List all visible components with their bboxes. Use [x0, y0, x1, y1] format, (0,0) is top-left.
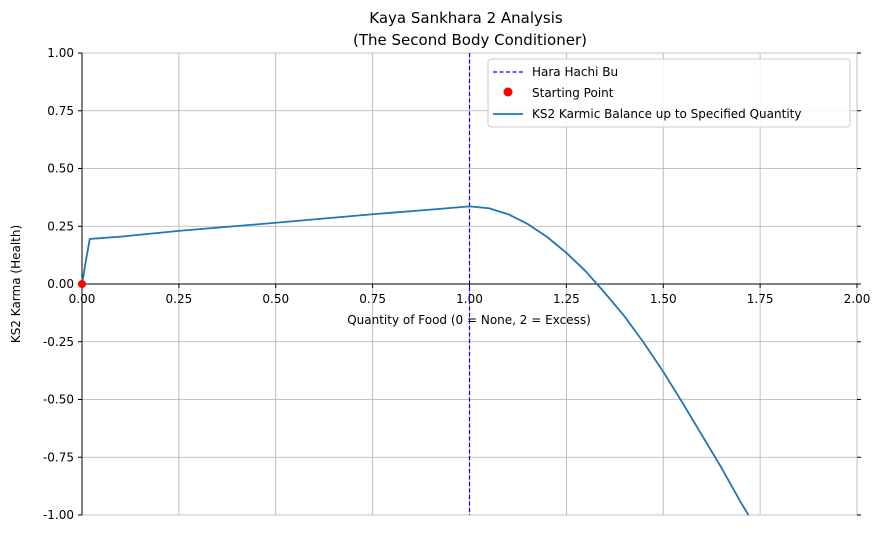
y-tick-label: 0.25	[47, 219, 74, 233]
starting-point-marker	[78, 280, 86, 288]
x-tick-label: 1.50	[650, 292, 677, 306]
legend-label-starting-point: Starting Point	[532, 86, 614, 100]
x-tick-label: 2.00	[844, 292, 871, 306]
y-tick-label: 1.00	[47, 46, 74, 60]
data-marks	[78, 53, 750, 516]
x-tick-label: 0.25	[166, 292, 193, 306]
legend-swatch-starting-point	[503, 87, 513, 97]
legend: Hara Hachi Bu Starting Point KS2 Karmic …	[487, 58, 851, 128]
y-tick-label: -0.50	[43, 393, 74, 407]
legend-box	[487, 58, 851, 128]
x-tick-label: 0.50	[262, 292, 289, 306]
x-tick-label: 0.75	[359, 292, 386, 306]
axis-ticks: 0.00 0.25 0.50 0.75 1.00 1.25 1.50 1.75 2.00 1.00…	[43, 46, 870, 522]
y-tick-label: -0.75	[43, 450, 74, 464]
ks2-balance-line	[81, 205, 750, 516]
legend-label-ks2-balance: KS2 Karmic Balance up to Specified Quant…	[532, 107, 801, 121]
y-tick-label: -0.25	[43, 335, 74, 349]
x-axis-label: Quantity of Food (0 = None, 2 = Excess)	[347, 313, 591, 327]
legend-label-hara-hachi-bu: Hara Hachi Bu	[532, 65, 618, 79]
y-tick-label: 0.50	[47, 162, 74, 176]
x-tick-label: 0.00	[69, 292, 96, 306]
chart-subtitle: (The Second Body Conditioner)	[353, 31, 587, 49]
x-tick-label: 1.25	[553, 292, 580, 306]
y-tick-label: 0.00	[47, 277, 74, 291]
y-axis-label: KS2 Karma (Health)	[9, 225, 23, 343]
y-tick-label: -1.00	[43, 508, 74, 522]
x-tick-label: 1.75	[747, 292, 774, 306]
chart-title: Kaya Sankhara 2 Analysis	[369, 9, 563, 27]
y-tick-label: 0.75	[47, 104, 74, 118]
x-tick-label: 1.00	[456, 292, 483, 306]
